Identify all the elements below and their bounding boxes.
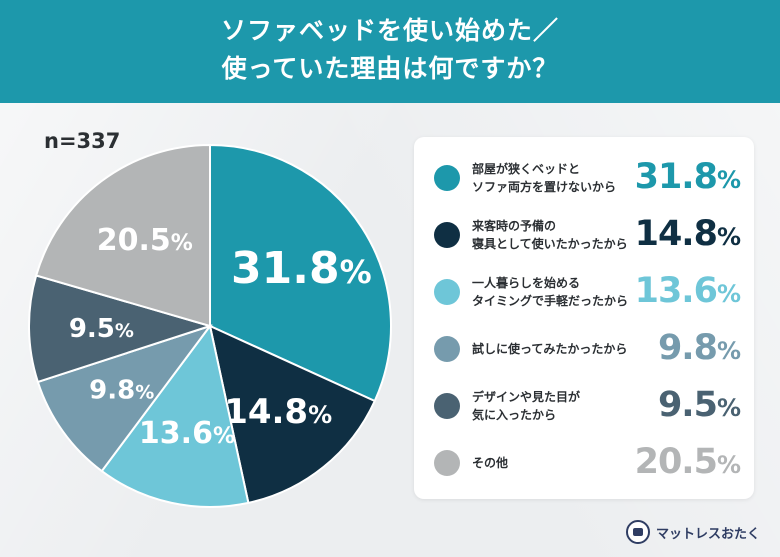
pie-slice-3 <box>36 324 213 473</box>
legend-item-4: デザインや見た目が 気に入ったから 9.5% <box>414 377 754 437</box>
pie-slice-0 <box>209 143 392 403</box>
legend-item-0: 部屋が狭くベッドと ソファ両方を置けないから 31.8% <box>414 149 754 209</box>
title-line-2: 使っていた理由は何ですか？ <box>221 54 559 83</box>
title-line-1: ソファベッドを使い始めた／ <box>220 16 559 45</box>
slice-label-5: 20.5% <box>97 223 193 258</box>
legend-label-line: デザインや見た目が <box>472 390 581 404</box>
legend-label-line: タイミングで手軽だったから <box>472 294 629 308</box>
slice-label-0: 31.8% <box>231 243 372 294</box>
legend-item-2: 一人暮らしを始める タイミングで手軽だったから 13.6% <box>414 263 754 323</box>
legend-value: 9.8% <box>657 328 741 368</box>
legend-label-line: 寝具として使いたかったから <box>472 237 628 251</box>
legend-label: 一人暮らしを始めるタイミングで手軽だったから <box>472 274 632 310</box>
legend-swatch <box>434 450 460 476</box>
legend-item-1: 来客時の予備の 寝具として使いたかったから 14.8% <box>414 206 754 266</box>
legend-panel: 部屋が狭くベッドと ソファ両方を置けないから 31.8% 来客時の予備の 寝具として使い… <box>414 137 754 499</box>
sample-size: n=337 <box>44 129 121 153</box>
legend-label-line: 来客時の予備の <box>472 219 557 233</box>
slice-label-3: 9.8% <box>89 376 154 406</box>
pie-slice-5 <box>34 143 211 328</box>
legend-label-line: 部屋が狭くベッドと <box>472 162 581 176</box>
legend-label: その他 <box>472 454 632 472</box>
legend-label-line: その他 <box>472 456 509 470</box>
legend-label-line: 気に入ったから <box>472 408 557 422</box>
legend-swatch <box>434 393 460 419</box>
legend-swatch <box>434 222 460 248</box>
pie-slice-2 <box>100 323 250 508</box>
pie-slice-1 <box>208 324 377 505</box>
legend-label-line: 一人暮らしを始める <box>472 276 581 290</box>
legend-label: デザインや見た目が 気に入ったから <box>472 388 632 424</box>
legend-value: 31.8% <box>634 157 741 197</box>
legend-value: 14.8% <box>634 214 741 254</box>
legend-item-3: 試しに使ってみたかったから 9.8% <box>414 320 754 380</box>
brand-logo: マットレスおたく <box>626 519 766 547</box>
legend-swatch <box>434 279 460 305</box>
slice-label-4: 9.5% <box>69 314 134 344</box>
legend-label-line: ソファ両方を置けないから <box>472 180 617 194</box>
legend-label: 試しに使ってみたかったから <box>472 340 632 358</box>
legend-value: 13.6% <box>634 271 741 311</box>
legend-swatch <box>434 165 460 191</box>
slice-label-2: 13.6% <box>139 416 235 451</box>
pie-slice-4 <box>28 274 214 384</box>
legend-label-line: 試しに使ってみたかったから <box>472 342 628 356</box>
legend-label: 部屋が狭くベッドとソファ両方を置けないから <box>472 160 632 196</box>
logo-name: マットレスおたく <box>656 527 761 542</box>
legend-swatch <box>434 336 460 362</box>
title-banner: ソファベッドを使い始めた／ 使っていた理由は何ですか？ <box>0 0 780 103</box>
slice-label-1: 14.8% <box>224 392 332 432</box>
logo-icon <box>626 520 650 544</box>
legend-value: 9.5% <box>657 385 741 425</box>
pie-chart: 31.8% 14.8%13.6% 9.8% 9.5% 20.5% <box>28 143 392 508</box>
legend-item-5: その他 20.5% <box>414 434 754 494</box>
legend-value: 20.5% <box>634 442 741 482</box>
legend-label: 来客時の予備の寝具として使いたかったから <box>472 217 632 253</box>
